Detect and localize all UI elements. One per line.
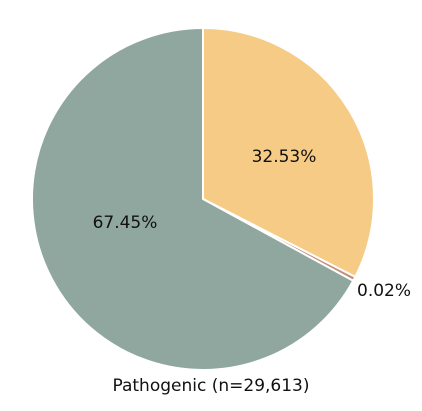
slice-gray (30, 27, 355, 371)
slice-label-brown: 0.02% (357, 281, 411, 301)
slice-label-gray: 67.45% (93, 213, 158, 233)
pie-labels: 32.53% 0.02% 67.45% (93, 147, 411, 301)
slice-orange (202, 27, 375, 278)
pie-slices (30, 27, 375, 371)
slice-label-orange: 32.53% (252, 147, 317, 167)
chart-title: Pathogenic (n=29,613) (112, 376, 310, 396)
